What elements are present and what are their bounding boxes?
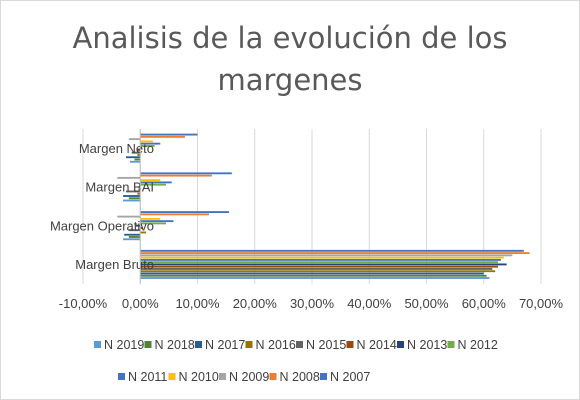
bar	[125, 190, 141, 193]
bar	[140, 217, 161, 220]
bar	[140, 256, 504, 259]
x-tick-label: 50,00%	[404, 296, 449, 311]
chart-title-line-1: Analisis de la evolución de los	[72, 21, 507, 55]
x-tick-label: 40,00%	[347, 296, 392, 311]
legend-swatch	[346, 341, 354, 348]
legend-swatch	[219, 373, 226, 380]
legend-swatch	[269, 373, 277, 380]
legend-label: N 2017	[205, 338, 245, 352]
bar	[140, 270, 496, 273]
legend-label: N 2011	[128, 370, 167, 384]
bar	[140, 227, 144, 229]
bar	[140, 265, 499, 268]
bar	[137, 149, 141, 152]
x-tick-label: 70,00%	[519, 296, 564, 311]
legend-label: N 2008	[280, 370, 320, 384]
bar	[137, 154, 141, 156]
bar	[140, 174, 212, 177]
bar	[140, 258, 501, 261]
bar	[140, 213, 209, 216]
bar	[137, 192, 141, 195]
legend-label: N 2009	[229, 370, 269, 384]
bar	[140, 142, 161, 145]
bar	[128, 229, 141, 232]
bar	[140, 261, 499, 264]
bar	[140, 147, 142, 150]
legend-swatch	[195, 341, 202, 348]
bar	[140, 268, 493, 270]
bar	[128, 138, 141, 141]
x-tick-label: 0,00%	[122, 296, 159, 311]
category-label: Margen Neto	[79, 141, 154, 156]
legend-swatch	[94, 341, 101, 348]
legend-swatch	[144, 341, 152, 348]
bar	[140, 144, 155, 147]
bar	[140, 263, 507, 266]
legend-label: N 2014	[357, 338, 397, 352]
category-label: Margen BAI	[85, 180, 154, 195]
bar	[134, 158, 141, 161]
bar	[140, 181, 172, 184]
bar	[128, 197, 141, 200]
bar	[140, 140, 153, 143]
axis-group: -10,00% 0,00% 10,00% 20,00% 30,00% 40,00% 50,0…	[50, 129, 564, 311]
chart-title-line-2: margenes	[217, 63, 362, 97]
bar	[117, 215, 141, 218]
bar	[140, 277, 490, 279]
legend-label: N 2007	[330, 370, 370, 384]
bar	[140, 135, 185, 138]
bar	[140, 133, 198, 136]
bar	[124, 233, 141, 236]
bar	[123, 199, 141, 202]
legend-label: N 2015	[306, 338, 346, 352]
bar	[123, 238, 141, 241]
bar	[123, 195, 141, 197]
bars-group	[117, 133, 530, 279]
bar	[140, 211, 229, 214]
bar	[128, 236, 141, 238]
x-tick-label: -10,00%	[59, 296, 108, 311]
bar	[140, 252, 530, 255]
legend-label: N 2012	[458, 338, 498, 352]
bar	[140, 249, 524, 252]
bar	[140, 179, 161, 182]
bar	[139, 185, 141, 188]
category-label: Margen Operativo	[50, 218, 154, 233]
legend-label: N 2019	[104, 338, 144, 352]
bar	[125, 156, 141, 159]
legend-swatch	[397, 341, 404, 348]
bar	[135, 224, 141, 227]
bar	[138, 188, 141, 191]
legend-label: N 2013	[407, 338, 447, 352]
legend-swatch	[168, 373, 176, 380]
bar	[140, 172, 232, 175]
bar	[140, 220, 174, 223]
x-tick-label: 30,00%	[290, 296, 335, 311]
legend-swatch	[447, 341, 455, 348]
legend-swatch	[245, 341, 253, 348]
legend-label: N 2010	[179, 370, 219, 384]
legend-label: N 2016	[256, 338, 296, 352]
legend: N 2019 N 2018 N 2017 N 2016 N 2015 N 2014 N 20…	[94, 338, 498, 384]
legend-label: N 2018	[155, 338, 195, 352]
x-tick-label: 20,00%	[233, 296, 278, 311]
legend-swatch	[118, 373, 125, 380]
x-tick-label: 60,00%	[462, 296, 507, 311]
category-label: Margen Bruto	[75, 257, 154, 272]
bar	[140, 183, 167, 186]
legend-swatch	[320, 373, 327, 380]
x-tick-label: 10,00%	[175, 296, 220, 311]
bar	[131, 151, 141, 154]
bar	[140, 272, 484, 275]
bar	[140, 254, 513, 257]
bar	[140, 222, 167, 225]
bar	[140, 274, 487, 277]
bar	[140, 231, 146, 234]
bar	[117, 176, 141, 179]
legend-swatch	[296, 341, 303, 348]
bar	[129, 160, 141, 163]
